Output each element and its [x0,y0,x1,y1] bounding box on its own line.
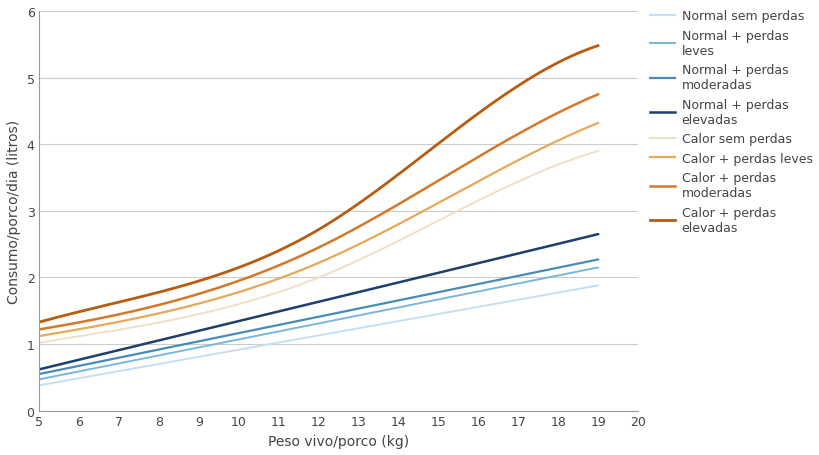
Legend: Normal sem perdas, Normal + perdas
leves, Normal + perdas
moderadas, Normal + pe: Normal sem perdas, Normal + perdas leves… [649,10,812,234]
X-axis label: Peso vivo/porco (kg): Peso vivo/porco (kg) [268,434,409,448]
Y-axis label: Consumo/porco/dia (litros): Consumo/porco/dia (litros) [7,120,21,303]
